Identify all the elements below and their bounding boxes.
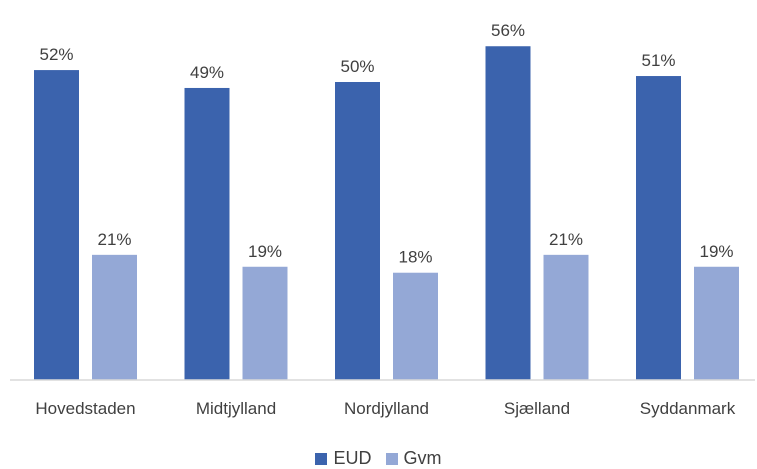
data-label-gvm-1: 19% (248, 242, 282, 261)
legend-label-gvm: Gvm (403, 448, 442, 468)
bar-gvm-0 (92, 254, 137, 380)
data-label-eud-3: 56% (491, 21, 525, 40)
category-label-2: Nordjylland (344, 399, 429, 418)
category-label-3: Sjælland (504, 399, 570, 418)
legend-item-gvm: Gvm (385, 448, 442, 469)
bars-layer (34, 46, 739, 381)
bar-gvm-3 (543, 254, 589, 380)
data-label-gvm-2: 18% (398, 248, 432, 267)
category-label-4: Syddanmark (640, 399, 736, 418)
bar-gvm-1 (242, 266, 288, 380)
category-label-0: Hovedstaden (35, 399, 135, 418)
data-label-gvm-0: 21% (97, 230, 131, 249)
bar-eud-4 (636, 76, 681, 380)
bar-gvm-2 (393, 272, 438, 380)
legend-swatch-gvm (385, 452, 398, 465)
data-label-eud-2: 50% (340, 57, 374, 76)
data-label-eud-1: 49% (190, 63, 224, 82)
bar-chart: 52% 21% Hovedstaden 49% 19% Midtjylland 50% 18%… (10, 21, 755, 418)
data-label-eud-4: 51% (641, 51, 675, 70)
legend-swatch-eud (315, 452, 328, 465)
legend: EUD Gvm (0, 448, 757, 469)
legend-label-eud: EUD (333, 448, 372, 468)
legend-item-eud: EUD (315, 448, 372, 469)
bar-eud-1 (184, 87, 230, 381)
labels-layer: 52% 21% Hovedstaden 49% 19% Midtjylland 50% 18%… (35, 21, 735, 418)
data-label-gvm-4: 19% (699, 242, 733, 261)
data-label-eud-0: 52% (39, 45, 73, 64)
data-label-gvm-3: 21% (549, 230, 583, 249)
bar-eud-2 (335, 82, 380, 380)
bar-gvm-4 (694, 266, 739, 380)
bar-eud-0 (34, 70, 79, 380)
bar-eud-3 (485, 46, 531, 381)
category-label-1: Midtjylland (196, 399, 276, 418)
